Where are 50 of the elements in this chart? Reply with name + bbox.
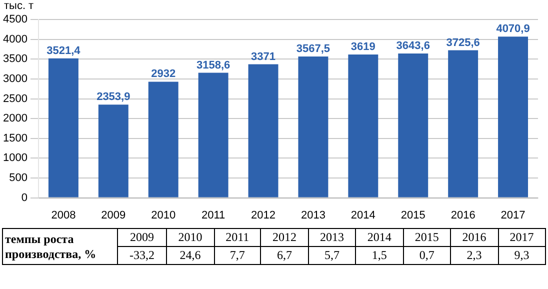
x-tick-label: 2008	[51, 209, 76, 222]
category-label: 2010	[178, 230, 202, 244]
category-label: 2012	[272, 230, 296, 244]
text: 2,3	[450, 246, 498, 264]
text: темпы роста производства, %	[2, 228, 118, 264]
x-tick-label: 2011	[201, 209, 226, 222]
category-label: 2017	[510, 230, 534, 244]
data-label: 3158,6	[196, 59, 230, 72]
text: 1,5	[356, 246, 404, 264]
text: 6,7	[260, 246, 308, 264]
y-tick-label: 4000	[2, 33, 28, 46]
x-tick-label: 2009	[101, 209, 126, 222]
x-tick-label: 2014	[350, 209, 376, 222]
y-tick-label: 1500	[2, 132, 28, 144]
text: 9,3	[498, 246, 546, 264]
y-tick-label: 2500	[2, 92, 28, 105]
data-label: 3521,4	[46, 44, 82, 57]
data-label: 2932	[151, 68, 176, 80]
y-tick-label: 0	[21, 192, 28, 204]
category-label: 2013	[320, 230, 344, 244]
x-tick-label: 2012	[251, 209, 276, 222]
x-tick-label: 2013	[300, 209, 326, 222]
data-label: 2353,9	[96, 91, 130, 104]
data-label: 3371	[251, 50, 276, 63]
text: 0,7	[403, 246, 451, 264]
x-tick-label: 2015	[400, 209, 426, 222]
y-axis-title: тыс. т	[4, 0, 34, 12]
text: 7,7	[214, 246, 261, 264]
data-label: 3619	[350, 41, 376, 54]
data-label: 4070,9	[496, 23, 530, 36]
data-label: 3643,6	[396, 40, 430, 52]
text: -33,2	[118, 246, 167, 264]
text: 5,7	[308, 246, 356, 264]
y-tick-label: 2000	[2, 112, 28, 125]
category-label: 2015	[414, 230, 439, 244]
category-label: 2009	[130, 230, 154, 244]
y-tick-label: 500	[9, 172, 28, 184]
category-label: 2016	[462, 230, 486, 244]
y-tick-label: 4500	[2, 14, 28, 26]
data-label: 3567,5	[296, 43, 330, 56]
x-tick-label: 2010	[151, 209, 176, 222]
category-label: 2011	[226, 230, 250, 244]
x-tick-label: 2016	[450, 209, 476, 222]
y-tick-label: 1000	[2, 152, 28, 164]
category-label: 2014	[367, 230, 392, 244]
y-tick-label: 3000	[2, 73, 28, 86]
data-label: 3725,6	[446, 36, 480, 49]
x-tick-label: 2017	[500, 209, 526, 222]
y-tick-label: 3500	[2, 53, 28, 66]
text: 24,6	[166, 246, 214, 264]
